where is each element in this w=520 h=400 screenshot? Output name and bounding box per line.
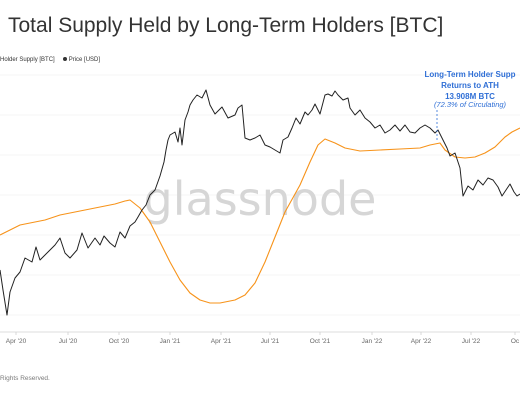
grid: [0, 74, 520, 316]
watermark: glassnode: [144, 172, 377, 226]
chart-title: Total Supply Held by Long-Term Holders […: [8, 14, 444, 37]
annotation: Long-Term Holder Supp Returns to ATH 13.…: [425, 70, 516, 140]
x-tick-label: Apr '20: [6, 338, 27, 345]
x-tick-label: Oct '21: [310, 338, 331, 345]
x-tick-label: Oct '20: [109, 338, 130, 345]
annotation-line-3: 13.908M BTC: [445, 92, 495, 101]
x-tick-label: Jul '22: [462, 338, 481, 345]
footer-copyright: Rights Reserved.: [0, 375, 50, 382]
x-tick-label: Jan '22: [362, 338, 383, 345]
x-tick-label: Apr '21: [211, 338, 232, 345]
x-tick-label: Oc: [511, 338, 520, 345]
chart-legend: Holder Supply [BTC] Price [USD]: [0, 57, 100, 63]
legend-item-supply-label: Holder Supply [BTC]: [0, 57, 55, 63]
legend-dot-price: [62, 57, 67, 62]
legend-item-supply[interactable]: Holder Supply [BTC]: [0, 57, 55, 63]
series-layer: [0, 89, 520, 316]
annotation-line-2: Returns to ATH: [441, 81, 499, 90]
x-tick-label: Jul '20: [59, 338, 78, 345]
series-line-price: [0, 89, 520, 316]
x-tick-label: Jul '21: [261, 338, 280, 345]
legend-item-price-label: Price [USD]: [68, 57, 101, 63]
x-tick-label: Jan '21: [160, 338, 181, 345]
annotation-line-1: Long-Term Holder Supp: [425, 70, 516, 79]
legend-item-price[interactable]: Price [USD]: [62, 57, 101, 63]
x-axis: Apr '20 Jul '20 Oct '20 Jan '21 Apr '21 Jul '…: [0, 331, 520, 345]
x-tick-label: Apr '22: [411, 338, 432, 345]
annotation-line-4: (72.3% of Circulating): [434, 100, 507, 109]
